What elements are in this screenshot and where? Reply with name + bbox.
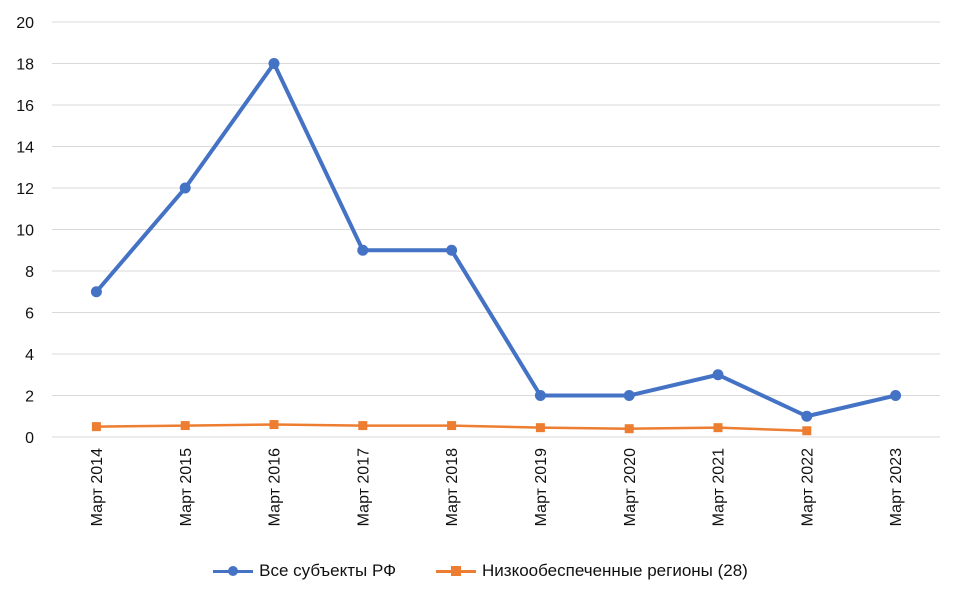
x-tick-label: Март 2022 [799, 448, 816, 526]
data-point-circle [446, 244, 458, 256]
legend-circle-marker [228, 566, 239, 576]
data-point-circle [712, 369, 724, 381]
series-layer [90, 58, 902, 436]
data-point-circle [890, 390, 902, 401]
series-1 [91, 420, 812, 436]
x-tick-label: Март 2018 [444, 448, 461, 526]
data-point-circle [623, 390, 635, 401]
data-point-square [91, 422, 101, 432]
series-0 [90, 58, 902, 422]
series-line-0 [94, 61, 898, 419]
data-point-circle [90, 286, 102, 298]
y-tick-label: 6 [25, 306, 34, 323]
y-tick-label: 8 [25, 264, 34, 281]
y-tick-label: 4 [25, 347, 34, 364]
gridlines [52, 21, 940, 438]
data-point-square [269, 420, 279, 430]
legend-square-marker [451, 566, 462, 576]
x-tick-label: Март 2016 [267, 448, 284, 526]
y-tick-label: 20 [16, 15, 34, 32]
x-tick-label: Март 2020 [622, 448, 639, 526]
legend-swatch-blue [213, 565, 254, 577]
x-tick-label: Март 2023 [888, 448, 905, 526]
y-tick-label: 14 [16, 140, 34, 157]
x-tick-label: Март 2014 [89, 448, 106, 526]
y-axis-ticks: 0 2 4 6 8 10 12 14 16 18 20 [16, 15, 34, 447]
y-tick-label: 0 [25, 430, 34, 447]
data-point-square [802, 426, 812, 436]
x-tick-label: Март 2021 [711, 448, 728, 526]
data-point-square [358, 421, 368, 431]
y-tick-label: 10 [16, 223, 34, 240]
legend-label-low-income-regions: Низкообеспеченные регионы (28) [482, 561, 748, 580]
x-tick-label: Март 2015 [178, 448, 195, 526]
data-point-circle [357, 244, 369, 256]
legend-item-low-income-regions: Низкообеспеченные регионы (28) [436, 561, 748, 581]
y-tick-label: 2 [25, 389, 34, 406]
x-tick-label: Март 2017 [355, 448, 372, 526]
data-point-square [180, 421, 190, 431]
legend-item-all-regions: Все субъекты РФ [213, 561, 396, 581]
data-point-square [624, 424, 634, 434]
y-tick-label: 18 [16, 57, 34, 74]
data-point-circle [268, 58, 280, 69]
legend: Все субъекты РФ Низкообеспеченные регион… [0, 556, 961, 586]
data-point-circle [534, 390, 546, 401]
data-point-square [447, 421, 457, 431]
data-point-square [713, 423, 723, 433]
x-tick-label: Март 2019 [533, 448, 550, 526]
x-axis-ticks: Март 2014 Март 2015 Март 2016 Март 2017 Март… [89, 448, 905, 526]
legend-label-all-regions: Все субъекты РФ [259, 561, 397, 580]
data-point-square [535, 423, 545, 433]
data-point-circle [179, 182, 191, 194]
data-point-circle [801, 410, 813, 422]
y-tick-label: 16 [16, 98, 34, 115]
y-tick-label: 12 [16, 181, 34, 198]
legend-swatch-orange [436, 565, 477, 577]
